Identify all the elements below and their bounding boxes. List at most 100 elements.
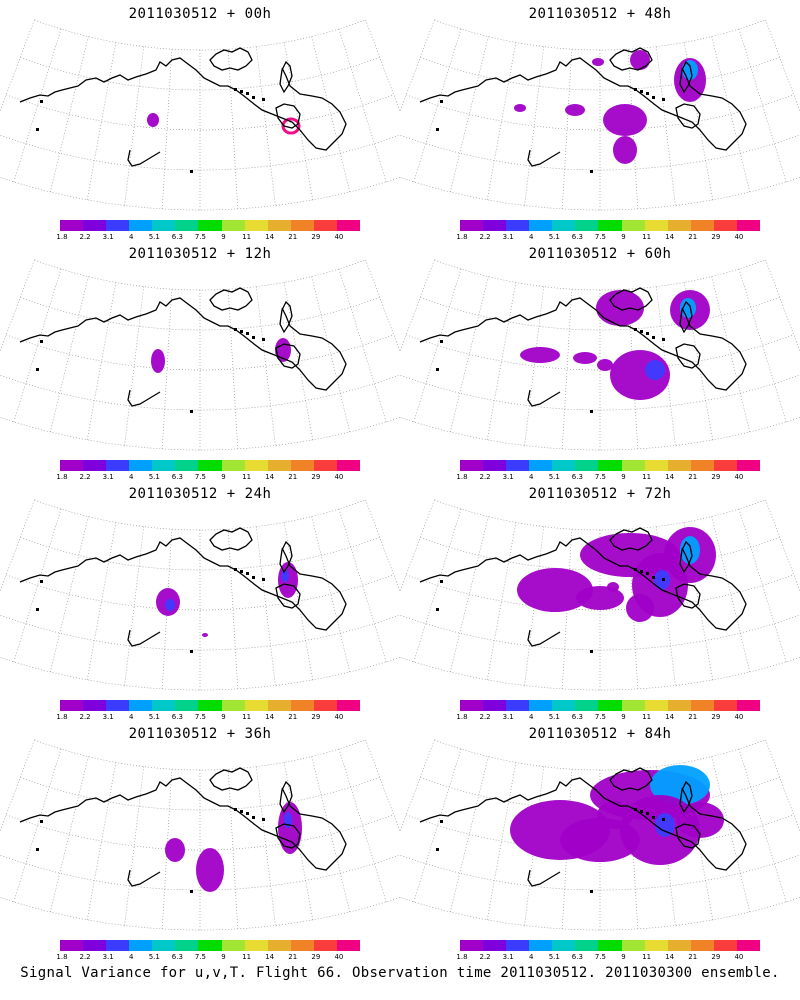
signal-region (573, 352, 597, 364)
colorbar-tick-label: 4 (128, 713, 134, 721)
colorbar-segment (106, 940, 130, 951)
colorbar-segment (460, 220, 484, 231)
colorbar-segment (267, 460, 291, 471)
colorbar-segment (60, 940, 84, 951)
colorbar-segment (552, 220, 576, 231)
colorbar-tick-label: 5.1 (548, 233, 560, 241)
colorbar-tick-label: 5.1 (548, 713, 560, 721)
panel-title: 2011030512 + 24h (128, 486, 272, 502)
map-plot (0, 19, 400, 211)
signal-region (281, 570, 289, 582)
colorbar-tick-label: 21 (688, 233, 698, 241)
map-plot (400, 19, 800, 211)
colorbar-tick-label: 9 (621, 953, 626, 961)
colorbar-tick-label: 40 (734, 713, 744, 721)
panel-title: 2011030512 + 00h (128, 6, 272, 22)
colorbar-segment (529, 220, 553, 231)
signal-region (655, 813, 675, 837)
colorbar-tick-label: 9 (621, 713, 626, 721)
colorbar-segment (667, 700, 691, 711)
colorbar-segment (598, 220, 622, 231)
colorbar-segment (221, 700, 245, 711)
colorbar-tick-label: 29 (711, 233, 721, 241)
colorbar-tick-label: 11 (242, 953, 252, 961)
colorbar-segment (690, 220, 714, 231)
graticule (400, 19, 800, 211)
colorbar-tick-label: 2.2 (79, 953, 91, 961)
signal-region (630, 50, 650, 70)
colorbar-segment (152, 220, 176, 231)
colorbar-tick-label: 6.3 (571, 473, 583, 481)
colorbar-tick-label: 1.8 (56, 233, 68, 241)
colorbar-tick-label: 9 (621, 473, 626, 481)
map-plot (400, 499, 800, 691)
colorbar-segment (290, 220, 314, 231)
colorbar-segment (290, 700, 314, 711)
colorbar-segment (736, 940, 761, 951)
colorbar-segment (575, 220, 599, 231)
colorbar-segment (644, 220, 668, 231)
colorbar-tick-label: 3.1 (502, 473, 514, 481)
colorbar-segment (529, 460, 553, 471)
colorbar-tick-label: 7.5 (594, 473, 607, 481)
colorbar (460, 220, 761, 231)
colorbar-tick-label: 5.1 (548, 473, 560, 481)
panel-48h: 2011030512 + 48h 1.8 2.2 3.1 4 5.1 6.3 7.5 9 11 14… (400, 0, 800, 245)
colorbar-tick-label: 11 (242, 473, 252, 481)
colorbar-segment (290, 460, 314, 471)
colorbar (460, 940, 761, 951)
colorbar-tick-label: 1.8 (56, 953, 68, 961)
colorbar-tick-label: 11 (642, 953, 652, 961)
colorbar-segment (483, 220, 507, 231)
signal-region (596, 290, 644, 326)
colorbar-tick-label: 5.1 (148, 233, 160, 241)
signal-region (196, 848, 224, 892)
colorbar-tick-label: 14 (265, 713, 275, 721)
colorbar-tick-label: 2.2 (79, 233, 91, 241)
colorbar-tick-label: 40 (734, 233, 744, 241)
colorbar-labels: 1.8 2.2 3.1 4 5.1 6.3 7.5 9 11 14 21 29 40 (456, 233, 760, 243)
signal-region (560, 818, 640, 862)
colorbar-tick-label: 4 (128, 233, 134, 241)
colorbar-segment (690, 700, 714, 711)
colorbar-segment (175, 460, 199, 471)
colorbar-segment (175, 940, 199, 951)
colorbar-tick-label: 2.2 (79, 713, 91, 721)
colorbar-segment (460, 460, 484, 471)
colorbar-segment (529, 940, 553, 951)
colorbar-tick-label: 40 (734, 953, 744, 961)
signal-region (165, 838, 185, 862)
colorbar-tick-label: 6.3 (171, 953, 183, 961)
colorbar-segment (736, 700, 761, 711)
colorbar-tick-label: 29 (711, 473, 721, 481)
colorbar-segment (506, 220, 530, 231)
colorbar-segment (736, 220, 761, 231)
colorbar-tick-label: 9 (221, 473, 226, 481)
colorbar-tick-label: 11 (642, 233, 652, 241)
colorbar-tick-label: 7.5 (194, 233, 207, 241)
colorbar-tick-label: 40 (334, 233, 344, 241)
colorbar-tick-label: 40 (334, 953, 344, 961)
colorbar-segment (483, 940, 507, 951)
colorbar-tick-label: 14 (665, 473, 675, 481)
colorbar-tick-label: 6.3 (571, 713, 583, 721)
colorbar-segment (60, 220, 84, 231)
colorbar-tick-label: 2.2 (479, 473, 491, 481)
panel-36h: 2011030512 + 36h 1.8 2.2 3.1 4 5.1 6.3 7.5 9 11 14… (0, 720, 400, 965)
signal-region (676, 802, 724, 838)
colorbar-tick-label: 14 (265, 233, 275, 241)
colorbar-segment (506, 700, 530, 711)
colorbar-segment (552, 700, 576, 711)
colorbar-segment (313, 220, 337, 231)
colorbar-tick-label: 1.8 (56, 473, 68, 481)
colorbar-segment (106, 220, 130, 231)
signal-region (626, 594, 654, 622)
colorbar-segment (83, 460, 107, 471)
panel-title: 2011030512 + 72h (528, 486, 672, 502)
colorbar-segment (60, 700, 84, 711)
colorbar-tick-label: 5.1 (148, 713, 160, 721)
colorbar-tick-label: 3.1 (102, 713, 114, 721)
colorbar-segment (313, 460, 337, 471)
colorbar-tick-label: 6.3 (171, 473, 183, 481)
map-plot (400, 259, 800, 451)
